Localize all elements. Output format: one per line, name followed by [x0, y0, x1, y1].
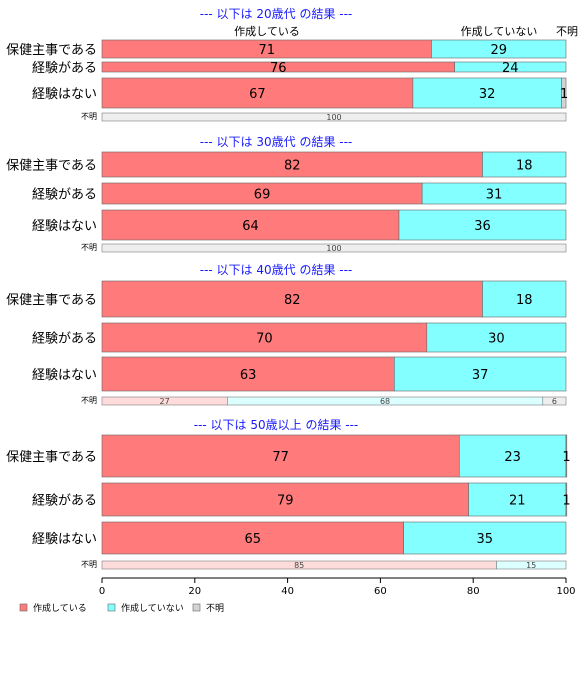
- data-label: 76: [270, 61, 287, 76]
- bar-segment: [426, 322, 567, 353]
- bar-segment: [101, 434, 460, 478]
- category-label: 経験がある: [32, 61, 97, 76]
- bar-segment: [101, 322, 428, 353]
- bar-segment: [101, 356, 395, 392]
- category-label: 保健主事である: [6, 43, 97, 58]
- category-label: 保健主事である: [6, 450, 97, 465]
- x-tick-label: 40: [281, 586, 294, 597]
- data-label: 18: [516, 159, 533, 174]
- data-label: 63: [240, 368, 257, 383]
- data-label: 30: [488, 332, 505, 347]
- unknown-data-label: 27: [160, 397, 170, 406]
- bar-segment: [412, 77, 562, 109]
- legend-label: 作成していない: [121, 602, 184, 614]
- unknown-data-label: 100: [326, 113, 341, 122]
- data-label: 71: [258, 43, 275, 58]
- data-label: 77: [272, 450, 289, 465]
- x-tick-label: 100: [556, 586, 575, 597]
- data-label: 21: [509, 494, 526, 509]
- unknown-row-label: 不明: [81, 560, 97, 569]
- data-label: 35: [477, 532, 494, 547]
- panel-title: --- 以下は 40歳代 の結果 ---: [200, 263, 353, 277]
- unknown-row-label: 不明: [81, 112, 97, 121]
- unknown-data-label: 85: [294, 561, 304, 570]
- x-tick-label: 20: [188, 586, 201, 597]
- data-label: 82: [284, 159, 301, 174]
- bar-segment: [468, 482, 567, 517]
- legend-swatch: [192, 603, 201, 612]
- legend-label: 不明: [206, 603, 224, 614]
- unknown-row-label: 不明: [81, 396, 97, 405]
- bar-segment: [101, 482, 469, 517]
- x-tick-label: 0: [99, 586, 105, 597]
- data-label: 1: [560, 87, 568, 102]
- x-tick-label: 80: [467, 586, 480, 597]
- unknown-data-label: 68: [380, 397, 390, 406]
- data-label: 79: [277, 494, 294, 509]
- column-header-label: 作成している: [234, 25, 300, 38]
- category-label: 経験がある: [32, 188, 97, 203]
- data-label: 37: [472, 368, 489, 383]
- unknown-bar-segment: [101, 112, 567, 122]
- legend-label: 作成している: [33, 602, 87, 614]
- bar-segment: [101, 280, 483, 318]
- data-label: 32: [479, 87, 496, 102]
- data-label: 1: [562, 494, 570, 509]
- legend-swatch: [107, 603, 116, 612]
- data-label: 18: [516, 293, 533, 308]
- category-label: 経験はない: [32, 219, 97, 234]
- unknown-bar-segment: [496, 560, 567, 570]
- panel-title: --- 以下は 30歳代 の結果 ---: [200, 135, 353, 149]
- bar-segment: [431, 39, 567, 59]
- unknown-data-label: 6: [552, 397, 557, 406]
- panel-title: --- 以下は 20歳代 の結果 ---: [200, 7, 353, 21]
- data-label: 64: [242, 219, 259, 234]
- unknown-data-label: 100: [326, 244, 341, 253]
- bar-segment: [565, 434, 568, 478]
- bar-segment: [398, 209, 567, 241]
- unknown-row-label: 不明: [81, 243, 97, 252]
- category-label: 保健主事である: [6, 293, 97, 308]
- legend-swatch: [19, 603, 28, 612]
- bar-segment: [482, 280, 567, 318]
- data-label: 36: [474, 219, 491, 234]
- data-label: 31: [486, 188, 503, 203]
- category-label: 経験がある: [32, 332, 97, 347]
- panel-title: --- 以下は 50歳以上 の結果 ---: [194, 418, 359, 432]
- category-label: 経験はない: [32, 368, 97, 383]
- column-header-label: 作成していない: [461, 25, 538, 38]
- category-label: 経験がある: [32, 494, 97, 509]
- bar-segment: [101, 151, 483, 178]
- bar-segment: [458, 434, 567, 478]
- category-label: 経験はない: [32, 532, 97, 547]
- x-tick-label: 60: [374, 586, 387, 597]
- data-label: 69: [254, 188, 271, 203]
- bar-segment: [454, 61, 567, 73]
- unknown-bar-segment: [542, 396, 567, 406]
- bar-segment: [565, 482, 568, 517]
- bar-segment: [482, 151, 567, 178]
- bar-segment: [403, 521, 567, 555]
- unknown-bar-segment: [101, 243, 567, 253]
- data-label: 1: [562, 450, 570, 465]
- data-label: 65: [245, 532, 262, 547]
- data-label: 70: [256, 332, 273, 347]
- bar-segment: [394, 356, 567, 392]
- data-label: 24: [502, 61, 519, 76]
- bar-segment: [101, 521, 404, 555]
- bar-segment: [421, 182, 567, 205]
- bar-segment: [101, 77, 414, 109]
- data-label: 82: [284, 293, 301, 308]
- data-label: 67: [249, 87, 266, 102]
- data-label: 29: [490, 43, 507, 58]
- category-label: 経験はない: [32, 87, 97, 102]
- unknown-data-label: 15: [526, 561, 536, 570]
- bar-segment: [101, 209, 400, 241]
- category-label: 保健主事である: [6, 159, 97, 174]
- data-label: 23: [504, 450, 521, 465]
- bar-segment: [561, 77, 567, 109]
- column-header-label: 不明: [556, 25, 578, 38]
